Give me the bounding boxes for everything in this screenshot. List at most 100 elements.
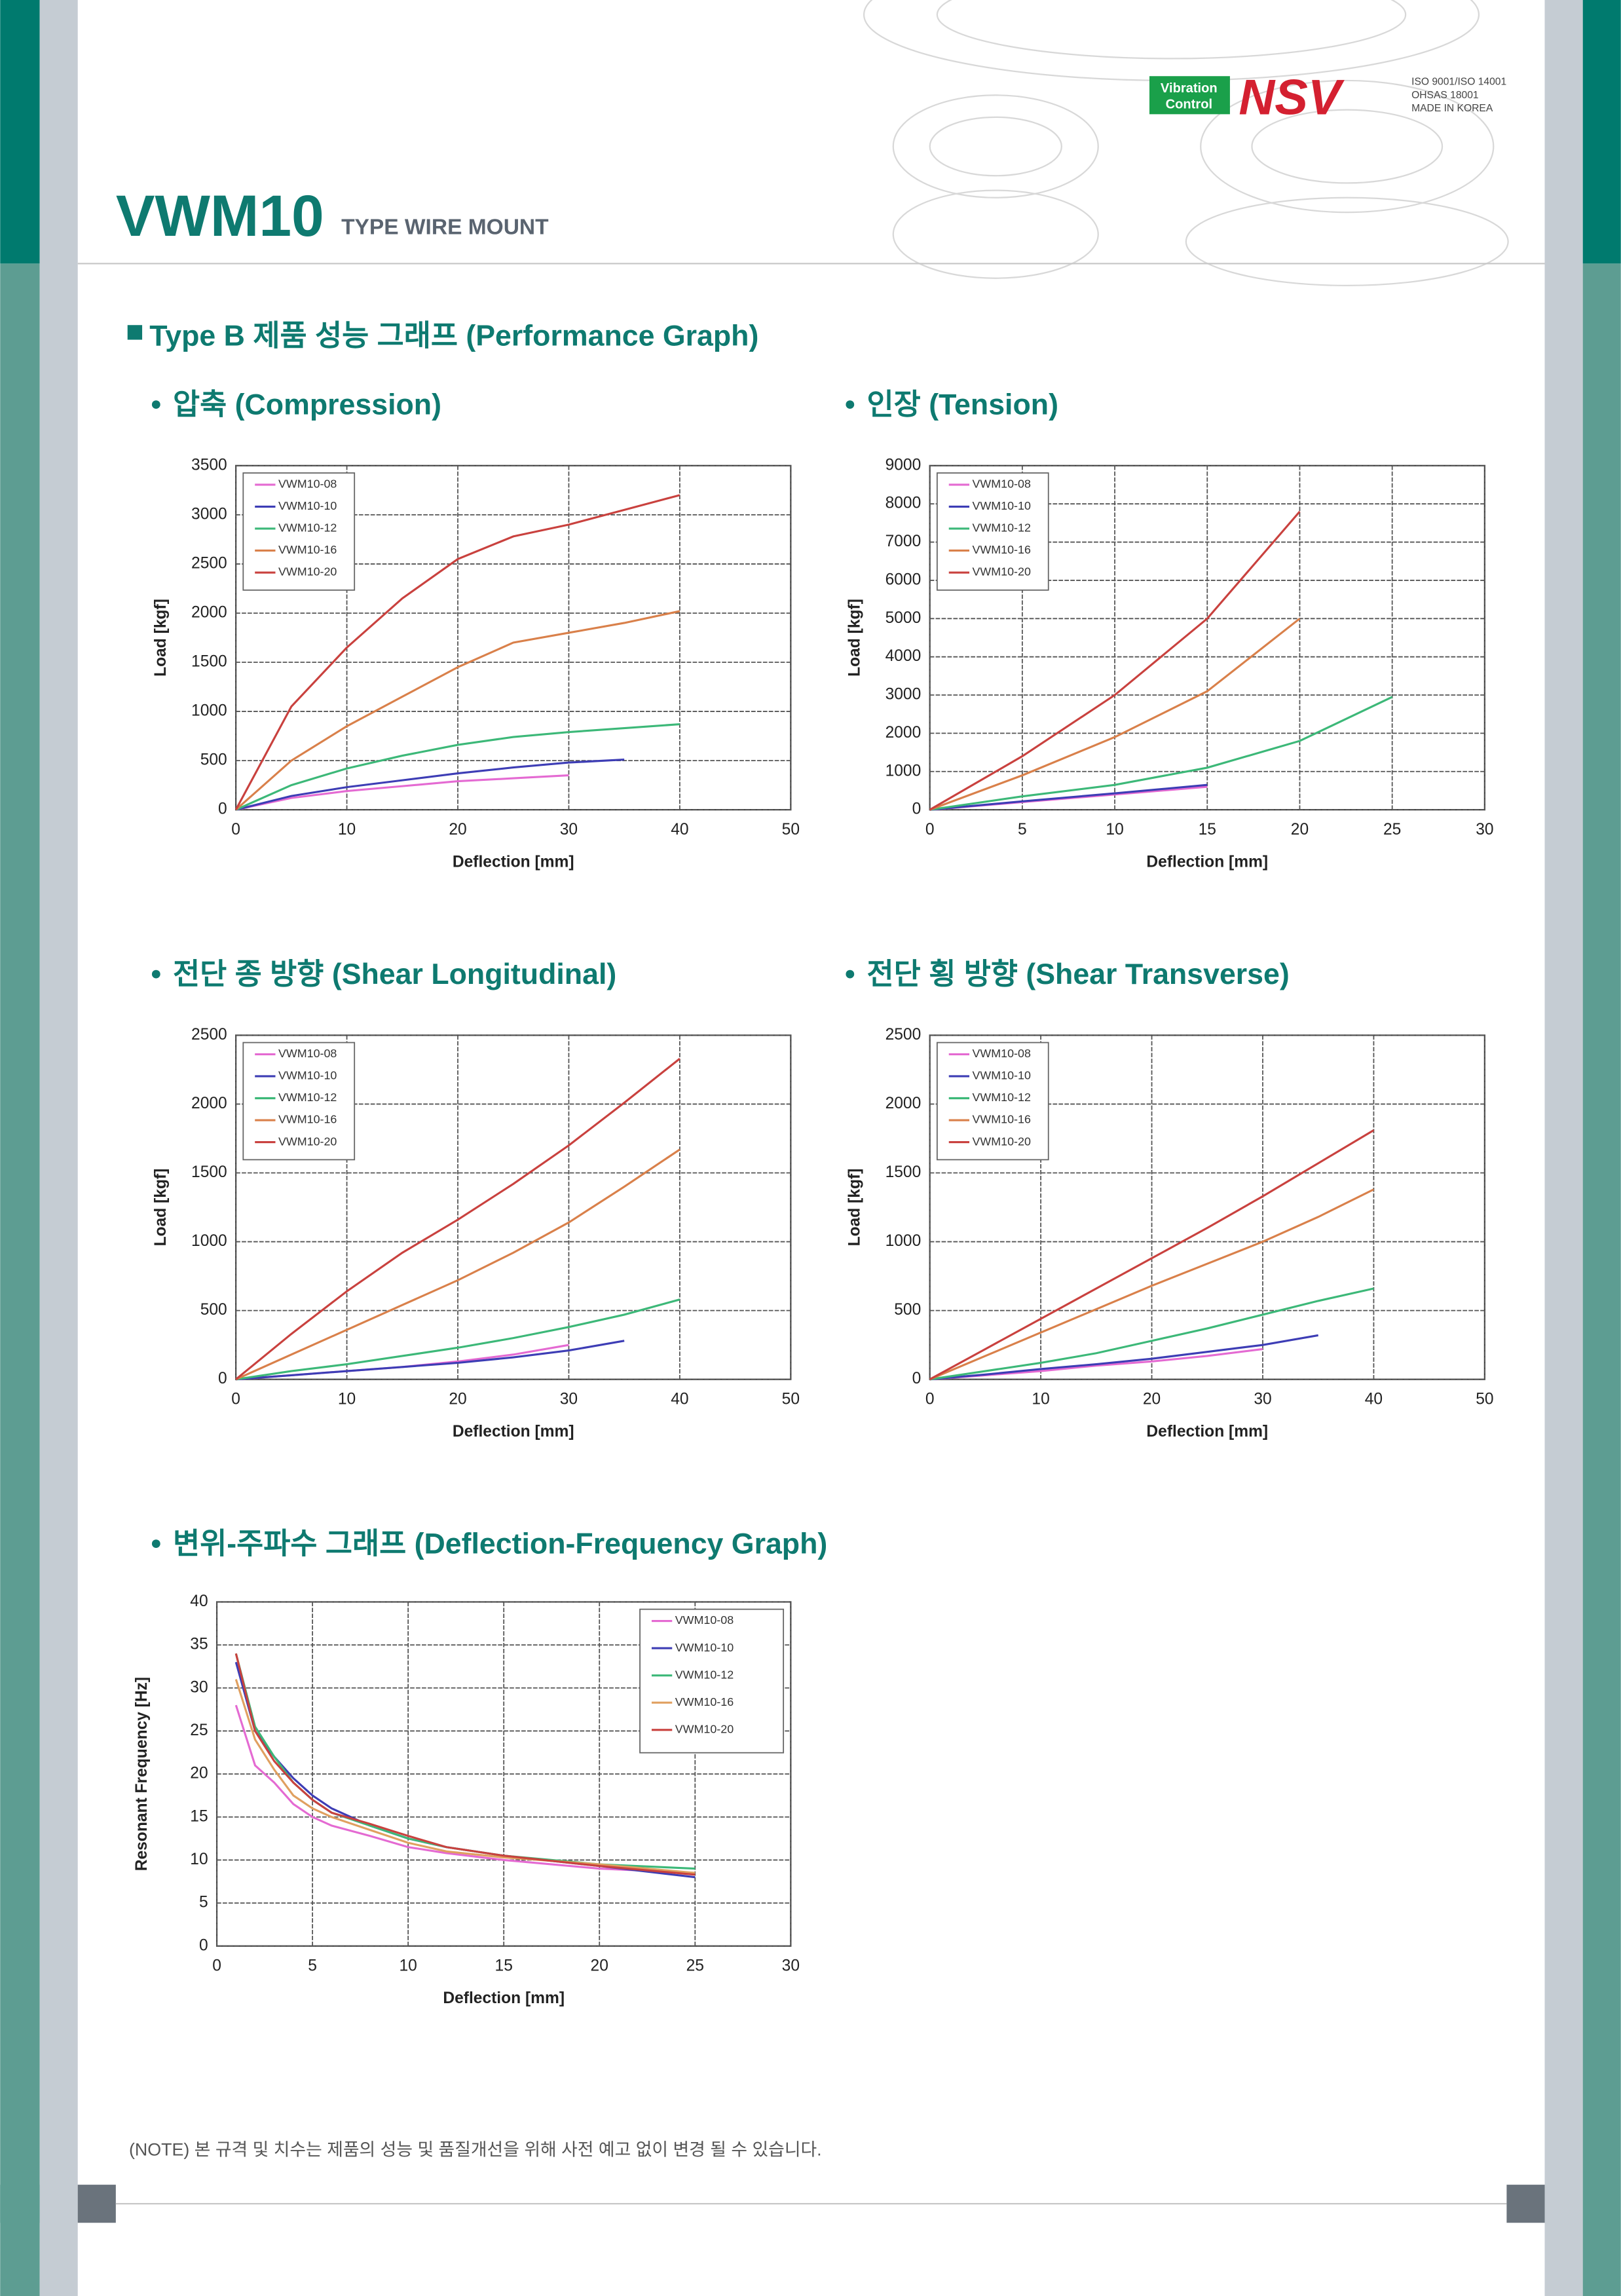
y-tick-label: 6000: [885, 571, 922, 588]
x-tick-label: 20: [449, 821, 466, 838]
legend-label: VWM10-08: [675, 1613, 734, 1627]
y-tick-label: 0: [199, 1936, 208, 1954]
note: (NOTE) 본 규격 및 치수는 제품의 성능 및 품질개선을 위해 사전 예…: [129, 2139, 822, 2159]
y-tick-label: 3500: [191, 456, 227, 474]
corner: [1506, 2185, 1545, 2223]
x-tick-label: 10: [399, 1957, 417, 1975]
series-line: [235, 774, 569, 811]
x-axis-label: Deflection [mm]: [1146, 1423, 1268, 1440]
y-tick-label: 5000: [885, 609, 922, 627]
series-line: [929, 1334, 1318, 1381]
side-bar: [1544, 0, 1583, 2296]
chart-bullet: •: [151, 958, 161, 990]
coil-decoration: [863, 0, 1509, 287]
legend-label: VWM10-10: [278, 1069, 337, 1082]
legend-label: VWM10-08: [973, 1047, 1031, 1060]
legend-label: VWM10-20: [675, 1723, 734, 1736]
series-line: [236, 1340, 625, 1381]
y-tick-label: 1000: [885, 762, 922, 780]
corner: [77, 2185, 116, 2223]
x-tick-label: 0: [925, 821, 935, 838]
y-tick-label: 1500: [885, 1163, 922, 1181]
series-line: [235, 1148, 680, 1381]
x-tick-label: 30: [560, 821, 578, 838]
legend-label: VWM10-10: [973, 499, 1031, 512]
y-tick-label: 9000: [885, 456, 922, 474]
x-tick-label: 15: [1199, 821, 1216, 838]
section-title: Type B 제품 성능 그래프 (Performance Graph): [149, 320, 758, 352]
x-tick-label: 25: [1383, 821, 1401, 838]
x-tick-label: 30: [782, 1957, 800, 1975]
y-tick-label: 35: [190, 1636, 208, 1653]
y-tick-label: 1000: [191, 1232, 227, 1250]
legend-label: VWM10-10: [278, 499, 337, 512]
series-line: [929, 1287, 1374, 1381]
x-tick-label: 0: [212, 1957, 221, 1975]
y-axis-label: Resonant Frequency [Hz]: [133, 1677, 151, 1871]
y-tick-label: 8000: [885, 495, 922, 512]
series-line: [234, 494, 680, 810]
chart-bullet: •: [845, 389, 855, 421]
chart-title: 전단 횡 방향 (Shear Transverse): [867, 958, 1290, 990]
legend-box: [242, 1042, 356, 1161]
legend-label: VWM10-12: [973, 521, 1031, 535]
side-bar: [39, 0, 78, 2296]
legend-label: VWM10-20: [278, 1135, 337, 1148]
y-tick-label: 25: [190, 1722, 208, 1739]
series-line: [235, 723, 680, 811]
corner: [0, 2185, 40, 2223]
x-tick-label: 30: [1254, 1390, 1271, 1408]
legend-label: VWM10-10: [675, 1641, 734, 1654]
y-tick-label: 2000: [191, 1095, 227, 1112]
chart-title: 인장 (Tension): [867, 389, 1058, 421]
model-subtitle: TYPE WIRE MOUNT: [341, 216, 549, 240]
series-line: [929, 1129, 1375, 1381]
badge-text: Control: [1166, 97, 1212, 111]
x-tick-label: 20: [449, 1390, 466, 1408]
legend-label: VWM10-16: [278, 543, 337, 556]
y-axis-label: Load [kgf]: [152, 599, 170, 677]
badge-text: Vibration: [1161, 81, 1218, 96]
y-tick-label: 4000: [885, 647, 922, 665]
side-bar: [1582, 0, 1621, 264]
x-axis-label: Deflection [mm]: [453, 1423, 574, 1440]
y-tick-label: 5: [199, 1894, 208, 1911]
y-tick-label: 30: [190, 1678, 208, 1696]
logo: NSV: [1239, 69, 1345, 125]
y-tick-label: 2000: [885, 1095, 922, 1112]
y-tick-label: 0: [218, 1370, 227, 1387]
y-tick-label: 1000: [885, 1232, 922, 1250]
y-tick-label: 3000: [885, 686, 922, 704]
y-axis-label: Load [kgf]: [152, 1169, 170, 1247]
legend-label: VWM10-16: [973, 1113, 1031, 1126]
legend-label: VWM10-16: [675, 1695, 734, 1708]
series-line: [929, 618, 1301, 811]
y-tick-label: 3000: [191, 505, 227, 523]
x-tick-label: 0: [231, 821, 240, 838]
y-tick-label: 2500: [191, 554, 227, 572]
chart-bullet: •: [151, 1528, 161, 1560]
x-tick-label: 15: [495, 1957, 513, 1975]
x-tick-label: 30: [1476, 821, 1493, 838]
y-tick-label: 10: [190, 1851, 208, 1868]
chart-bullet: •: [151, 389, 161, 421]
chart-title: 변위-주파수 그래프 (Deflection-Frequency Graph): [173, 1528, 827, 1560]
legend-label: VWM10-20: [278, 565, 337, 578]
series-line: [929, 510, 1301, 811]
series-line: [235, 1298, 680, 1381]
y-tick-label: 1000: [191, 702, 227, 720]
x-tick-label: 0: [925, 1390, 935, 1408]
chart-bullet: •: [845, 958, 855, 990]
x-tick-label: 10: [1106, 821, 1123, 838]
side-bar: [1582, 263, 1621, 2296]
y-tick-label: 15: [190, 1807, 208, 1825]
series-line: [929, 783, 1208, 811]
legend-label: VWM10-08: [278, 478, 337, 491]
x-tick-label: 10: [338, 1390, 356, 1408]
x-tick-label: 40: [1365, 1390, 1383, 1408]
legend-label: VWM10-16: [278, 1113, 337, 1126]
y-tick-label: 500: [200, 1301, 227, 1319]
legend-label: VWM10-20: [973, 565, 1031, 578]
series-line: [234, 1653, 696, 1876]
legend-label: VWM10-08: [278, 1047, 337, 1060]
